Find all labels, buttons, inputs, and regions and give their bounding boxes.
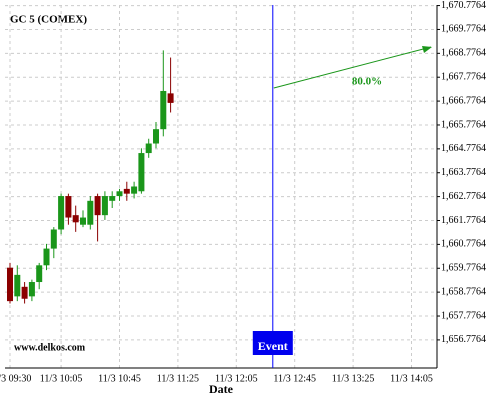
x-tick-label: 11/3 12:05 (215, 373, 258, 384)
x-tick-label: 11/3 14:05 (390, 373, 433, 384)
y-tick-label: 1,665.7764 (441, 119, 486, 130)
candle-body (43, 248, 50, 266)
y-tick-label: 1,661.7764 (441, 215, 486, 226)
y-tick-label: 1,659.7764 (441, 263, 486, 274)
x-tick-label: 11/3 12:45 (273, 373, 316, 384)
projection-label: 80.0% (352, 76, 382, 88)
candle-body (131, 186, 138, 194)
y-tick-label: 1,656.7764 (441, 334, 486, 345)
candle-body (14, 274, 21, 297)
candle-body (160, 90, 167, 130)
candle-body (138, 153, 145, 192)
x-tick-label: 11/3 13:25 (332, 373, 375, 384)
y-tick-label: 1,662.7764 (441, 191, 486, 202)
candle-body (109, 196, 116, 201)
event-box (252, 331, 293, 355)
candle-body (153, 129, 159, 144)
y-tick-label: 1,663.7764 (441, 167, 486, 178)
y-tick-label: 1,660.7764 (441, 239, 486, 250)
projection-arrow (273, 46, 432, 89)
arrow-head (422, 46, 432, 53)
y-tick-label: 1,670.7764 (441, 0, 486, 11)
candle-body (101, 196, 108, 216)
event-label: Event (258, 339, 288, 353)
y-tick-label: 1,669.7764 (441, 24, 486, 35)
chart-title: GC 5 (COMEX) (10, 14, 87, 26)
y-tick-label: 1,664.7764 (441, 143, 486, 154)
candle-body (145, 143, 152, 154)
y-tick-label: 1,666.7764 (441, 95, 486, 106)
y-tick-label: 1,667.7764 (441, 72, 486, 83)
x-axis-label: Date (209, 382, 234, 396)
candle-body (123, 188, 130, 194)
y-tick-label: 1,657.7764 (441, 310, 486, 321)
x-tick-label: 11/3 09:30 (0, 373, 31, 384)
candle-body (58, 196, 65, 230)
candle-body (50, 229, 57, 249)
candle-body (80, 217, 86, 225)
candle-body (87, 200, 94, 225)
candle-body (7, 267, 13, 302)
watermark: www.delkos.com (14, 342, 86, 353)
y-tick-label: 1,668.7764 (441, 48, 486, 59)
candle-body (65, 196, 72, 218)
candle-body (167, 93, 174, 103)
candle-body (28, 282, 35, 297)
candle-body (21, 286, 28, 299)
y-tick-label: 1,658.7764 (441, 286, 486, 297)
candle-body (36, 265, 43, 283)
x-tick-label: 11/3 11:25 (157, 373, 199, 384)
candle-body (94, 196, 101, 216)
candle-body (72, 215, 79, 223)
x-tick-label: 11/3 10:05 (40, 373, 83, 384)
candle-body (116, 191, 123, 197)
x-tick-label: 11/3 10:45 (98, 373, 141, 384)
